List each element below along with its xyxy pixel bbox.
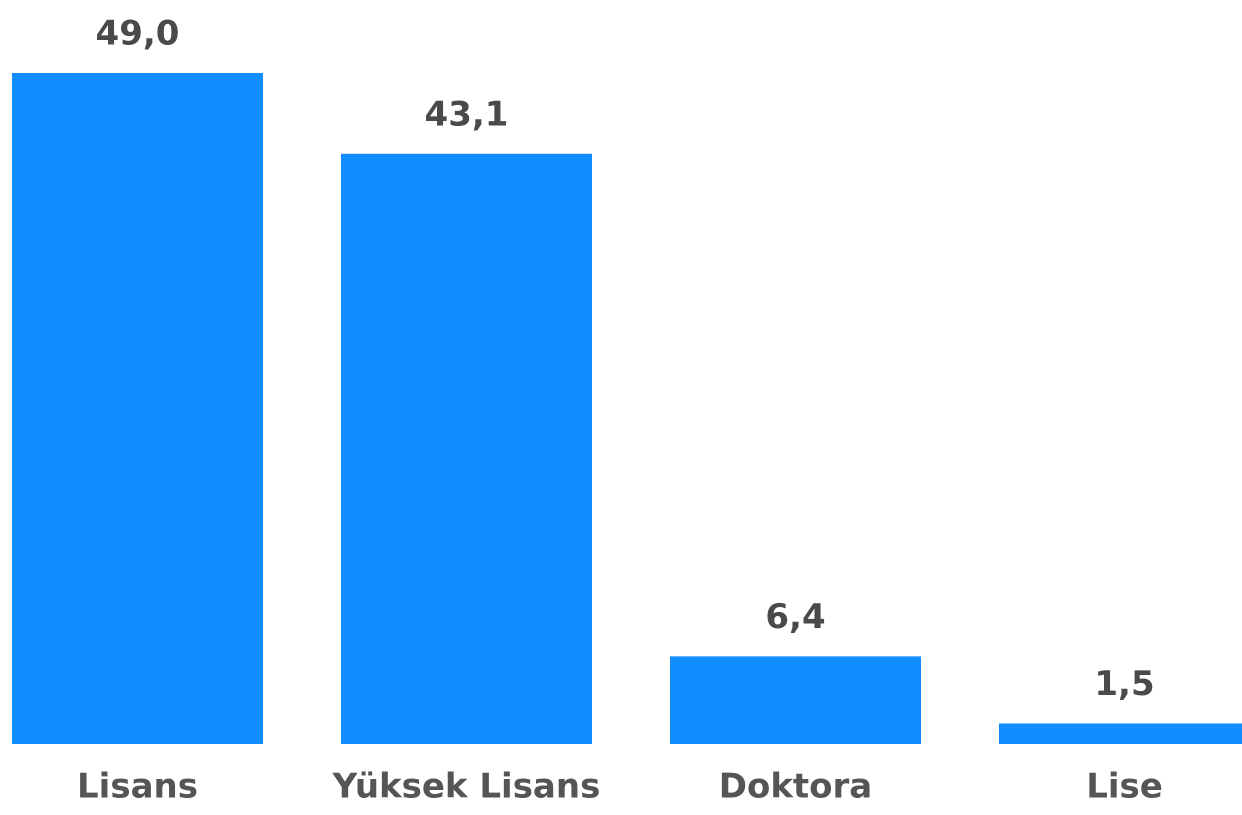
x-tick-label: Lise [1086,767,1163,807]
bar [341,153,592,744]
bar [12,73,263,744]
x-tick-label: Yüksek Lisans [332,767,601,807]
data-label: 43,1 [425,94,509,134]
x-tick-label: Lisans [77,767,198,807]
data-label: 1,5 [1094,664,1154,704]
bar [999,723,1242,744]
x-tick-label: Doktora [719,767,873,807]
data-label: 49,0 [96,14,180,54]
data-label: 6,4 [765,597,825,637]
bar [670,656,921,744]
